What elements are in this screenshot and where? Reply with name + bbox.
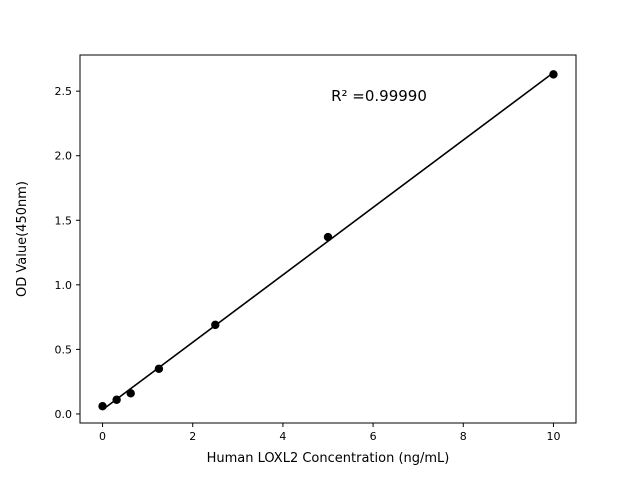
data-point [112, 395, 121, 404]
data-point [323, 232, 333, 242]
x-tick-label: 8 [460, 430, 467, 443]
axes-frame [79, 54, 577, 424]
y-tick-label: 2.0 [55, 150, 73, 163]
data-point [211, 320, 220, 330]
r-squared-annotation: R² =0.99990 [331, 87, 427, 105]
data-point [154, 364, 164, 373]
data-point [126, 389, 135, 398]
data-point [98, 402, 107, 411]
x-tick-label: 2 [189, 430, 196, 443]
x-tick-label: 10 [546, 430, 560, 443]
y-tick-label: 2.5 [55, 85, 73, 98]
data-point [549, 70, 558, 79]
plot-area: 0 2 4 6 8 10 0.0 0.5 1.0 1.5 2.0 2.5 [55, 54, 577, 443]
y-tick-label: 0.0 [55, 408, 73, 421]
y-axis-label: OD Value(450nm) [15, 181, 30, 297]
x-tick-label: 0 [99, 430, 106, 443]
x-axis-label: Human LOXL2 Concentration (ng/mL) [207, 451, 450, 466]
x-tick-label: 4 [279, 430, 286, 443]
x-tick-label: 6 [370, 430, 377, 443]
y-tick-label: 1.5 [55, 214, 73, 227]
y-tick-label: 1.0 [55, 279, 73, 292]
y-tick-label: 0.5 [55, 343, 73, 356]
